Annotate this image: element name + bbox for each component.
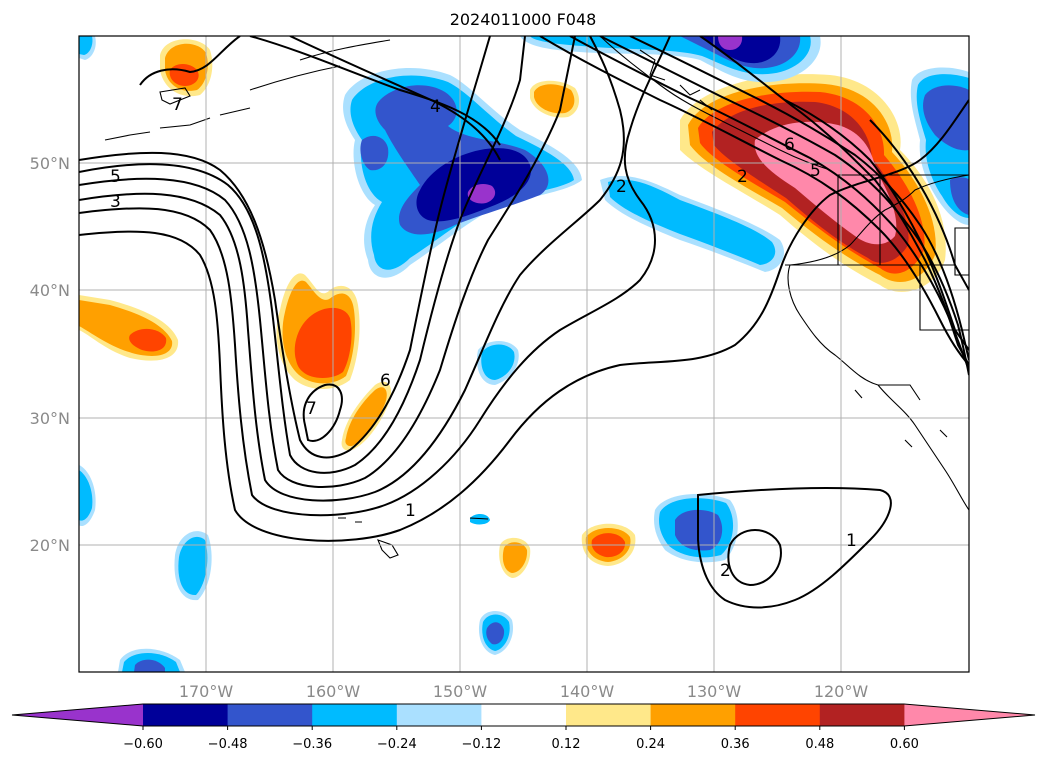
contour-label: 1 xyxy=(405,501,416,521)
contour-label: 7 xyxy=(306,399,317,419)
colorbar-swatch xyxy=(143,704,229,726)
colorbar-swatch xyxy=(735,704,821,726)
lon-label: 140°W xyxy=(560,682,615,701)
colorbar-tick-label: 0.36 xyxy=(721,737,750,752)
colorbar-swatch xyxy=(481,704,567,726)
colorbar-extend-low xyxy=(12,704,143,726)
contour-label: 2 xyxy=(616,177,627,197)
colorbar-ticks: −0.60 −0.48 −0.36 −0.24 −0.12 0.12 0.24 0.36 0.4… xyxy=(123,726,919,752)
contour-label: 2 xyxy=(720,561,731,581)
contour-label: 1 xyxy=(846,531,857,551)
lon-label: 160°W xyxy=(306,682,361,701)
colorbar-tick-label: 0.12 xyxy=(552,737,581,752)
colorbar: −0.60 −0.48 −0.36 −0.24 −0.12 0.12 0.24 0.36 0.4… xyxy=(11,703,1036,752)
colorbar-swatch xyxy=(650,704,736,726)
colorbar-tick-label: 0.60 xyxy=(890,737,919,752)
colorbar-extend-high xyxy=(904,704,1035,726)
contour-label: 5 xyxy=(110,167,121,187)
colorbar-tick-label: −0.24 xyxy=(377,737,417,752)
colorbar-swatch xyxy=(819,704,905,726)
contour-label: 5 xyxy=(810,161,821,181)
contour-label: 3 xyxy=(110,192,121,212)
contour-label-group: 5 3 7 4 2 6 5 2 7 6 1 2 1 xyxy=(110,95,857,581)
latitude-labels: 50°N 40°N 30°N 20°N xyxy=(30,154,70,555)
lat-label: 30°N xyxy=(30,409,70,428)
contour-label: 4 xyxy=(430,97,441,117)
colorbar-tick-label: −0.36 xyxy=(292,737,332,752)
colorbar-swatch xyxy=(227,704,313,726)
shaded-fields xyxy=(79,36,969,672)
colorbar-outline xyxy=(11,703,1036,727)
colorbar-tick-label: −0.60 xyxy=(123,737,163,752)
colorbar-tick-label: 0.48 xyxy=(805,737,834,752)
graticule xyxy=(79,36,969,672)
lon-label: 130°W xyxy=(687,682,742,701)
lat-label: 40°N xyxy=(30,281,70,300)
lat-label: 50°N xyxy=(30,154,70,173)
contour-label: 2 xyxy=(737,167,748,187)
contour-label: 7 xyxy=(172,95,183,115)
lon-label: 170°W xyxy=(179,682,234,701)
colorbar-tick-label: −0.12 xyxy=(461,737,501,752)
colorbar-swatch xyxy=(312,704,398,726)
contour-lines xyxy=(79,36,969,609)
map-panel: 5 3 7 4 2 6 5 2 7 6 1 2 1 xyxy=(79,36,969,672)
map-title: 2024011000 F048 xyxy=(450,10,597,29)
colorbar-swatches xyxy=(12,704,1035,726)
colorbar-swatch xyxy=(566,704,652,726)
longitude-labels: 170°W 160°W 150°W 140°W 130°W 120°W xyxy=(179,682,869,701)
contour-label: 6 xyxy=(380,371,391,391)
contour-label: 6 xyxy=(784,135,795,155)
colorbar-tick-label: 0.24 xyxy=(636,737,665,752)
lat-label: 20°N xyxy=(30,536,70,555)
lon-label: 120°W xyxy=(814,682,869,701)
colorbar-swatch xyxy=(396,704,482,726)
map-frame xyxy=(78,35,970,673)
lon-label: 150°W xyxy=(433,682,488,701)
colorbar-tick-label: −0.48 xyxy=(208,737,248,752)
